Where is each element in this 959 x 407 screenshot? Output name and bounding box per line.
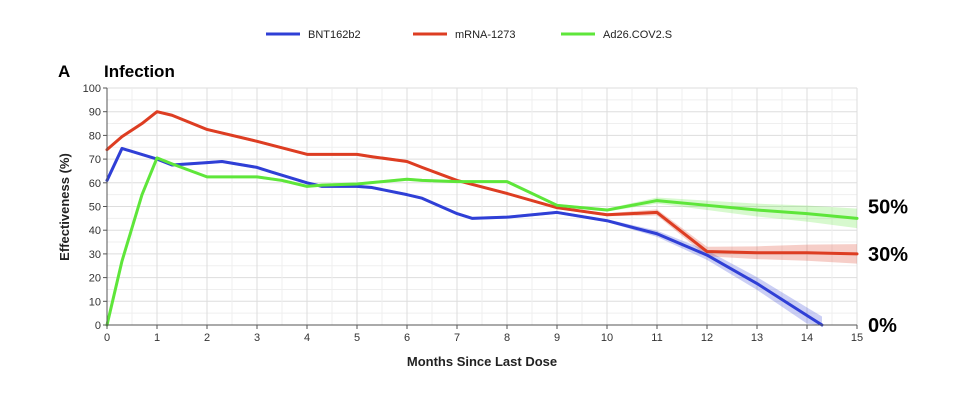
x-tick-label: 12: [701, 332, 713, 344]
y-axis-ticks: 0 10 20 30 40 50 60 70 80 90 100: [83, 83, 107, 332]
x-tick-label: 11: [651, 332, 662, 344]
series-lines: [105, 110, 859, 327]
x-tick-label: 0: [104, 332, 110, 344]
end-labels: 50% 30% 0%: [868, 197, 908, 338]
end-label: 0%: [868, 315, 897, 337]
x-axis-title: Months Since Last Dose: [407, 354, 557, 369]
grid: [106, 87, 858, 326]
x-tick-label: 13: [751, 332, 763, 344]
y-tick-label: 50: [89, 202, 101, 214]
x-tick-label: 5: [354, 332, 360, 344]
chart-title: Infection: [104, 62, 175, 81]
series-line: [105, 156, 859, 327]
x-tick-label: 8: [504, 332, 510, 344]
end-label: 50%: [868, 197, 908, 219]
y-tick-label: 80: [89, 130, 101, 142]
x-tick-label: 1: [154, 332, 160, 344]
y-tick-label: 0: [95, 320, 101, 332]
end-label: 30%: [868, 244, 908, 266]
panel-letter: A: [58, 62, 70, 81]
legend: BNT162b2 mRNA-1273 Ad26.COV2.S: [266, 29, 672, 41]
x-tick-label: 2: [204, 332, 210, 344]
y-tick-label: 40: [89, 225, 101, 237]
series-line: [105, 146, 824, 327]
x-tick-label: 3: [254, 332, 260, 344]
legend-label: Ad26.COV2.S: [603, 29, 672, 41]
confidence-band: [107, 156, 857, 325]
y-tick-label: 100: [83, 83, 101, 95]
y-tick-label: 70: [89, 154, 101, 166]
y-tick-label: 90: [89, 107, 101, 119]
x-tick-label: 10: [601, 332, 613, 344]
x-tick-label: 6: [404, 332, 410, 344]
x-tick-label: 14: [801, 332, 813, 344]
x-tick-label: 15: [851, 332, 863, 344]
y-tick-label: 30: [89, 249, 101, 261]
y-tick-label: 10: [89, 296, 101, 308]
x-tick-label: 9: [554, 332, 560, 344]
x-tick-label: 7: [454, 332, 460, 344]
legend-label: BNT162b2: [308, 29, 361, 41]
legend-label: mRNA-1273: [455, 29, 516, 41]
x-tick-label: 4: [304, 332, 310, 344]
x-axis-ticks: 0 1 2 3 4 5 6 7 8 9 10 11 12 13 14 15: [104, 325, 863, 344]
y-tick-label: 20: [89, 273, 101, 285]
series-line: [105, 110, 859, 256]
y-tick-label: 60: [89, 178, 101, 190]
y-axis-title: Effectiveness (%): [57, 153, 72, 261]
